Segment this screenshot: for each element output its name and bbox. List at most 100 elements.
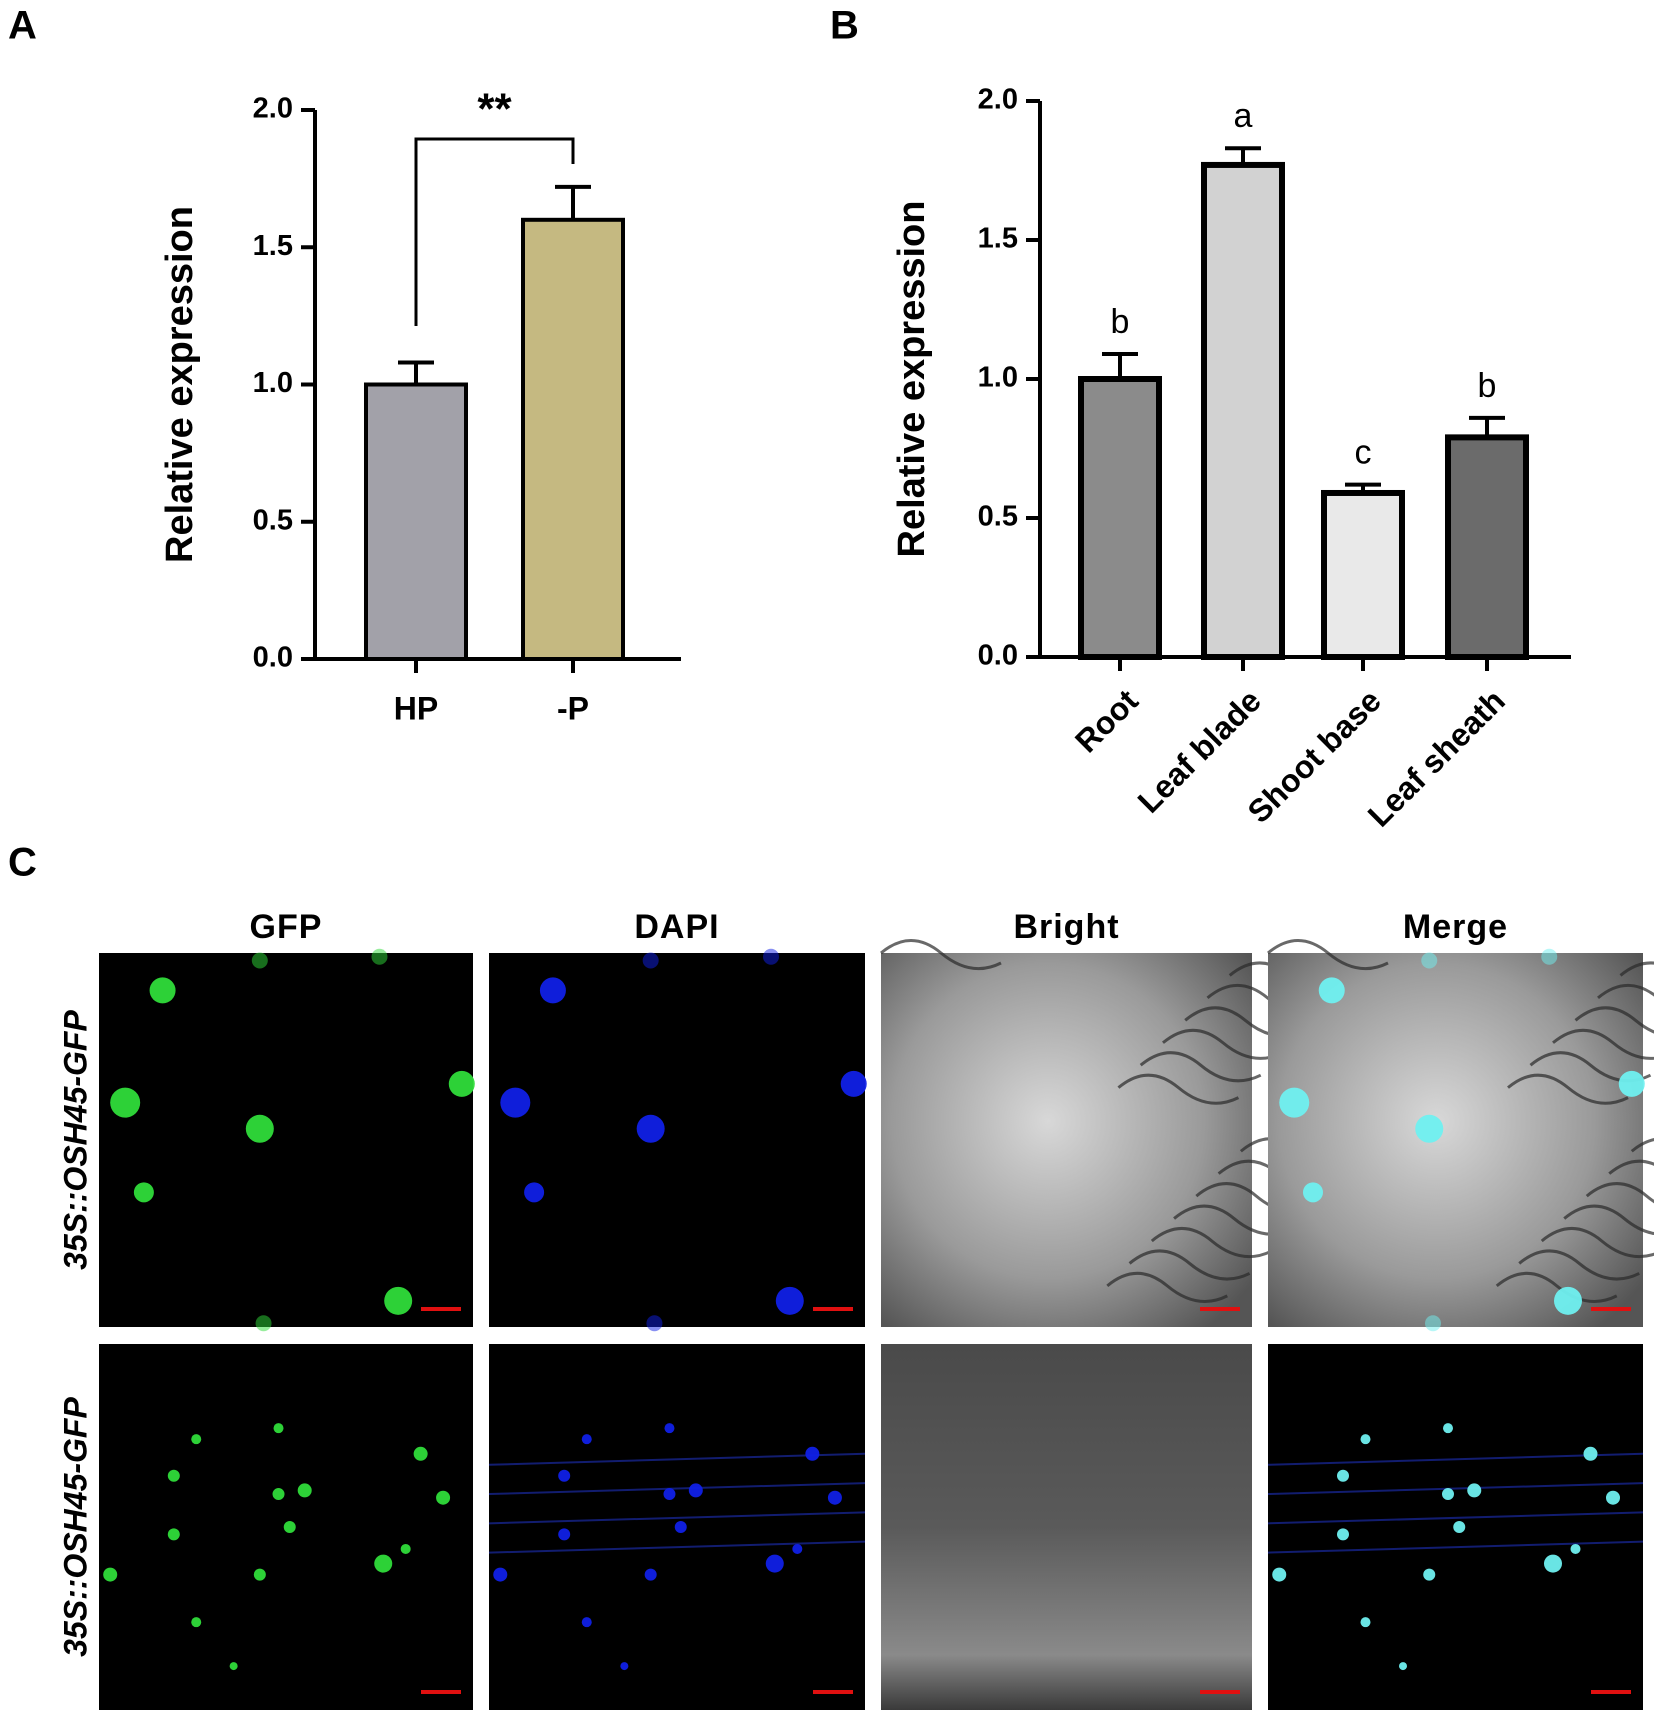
cell-wall [1139, 1051, 1262, 1083]
y-axis-label: Relative expression [891, 201, 933, 558]
nucleus [297, 1483, 312, 1498]
nucleus [245, 1114, 274, 1143]
nucleus [149, 977, 176, 1004]
root-line [488, 1540, 866, 1554]
nucleus [1423, 1568, 1436, 1581]
nucleus [558, 1469, 571, 1482]
nucleus [644, 1568, 657, 1581]
cell-wall [1106, 1272, 1228, 1303]
panel-label: C [8, 841, 37, 885]
nucleus [1415, 1114, 1444, 1143]
bar [1201, 161, 1285, 660]
nucleus [840, 1070, 867, 1097]
nucleus [663, 1488, 676, 1501]
nucleus [371, 948, 388, 965]
cell-wall [1518, 1249, 1640, 1281]
cell-wall [1574, 1006, 1654, 1034]
x-tick-label: -P [557, 690, 589, 726]
nucleus [1443, 1423, 1453, 1434]
nucleus [620, 1662, 629, 1671]
nucleus [792, 1543, 803, 1554]
y-tick-label: 0.5 [253, 504, 293, 536]
significance-letter: b [1111, 303, 1130, 341]
micrograph [881, 953, 1252, 1327]
x-tick-label: HP [394, 690, 438, 726]
panel-label: A [8, 4, 37, 48]
cell-wall [1507, 1073, 1629, 1105]
root-line [1267, 1540, 1644, 1554]
micrograph [99, 953, 473, 1327]
root-line [1267, 1482, 1644, 1496]
cell-wall [1552, 1028, 1654, 1060]
nucleus [167, 1469, 180, 1482]
cell-wall [1495, 1272, 1618, 1303]
root-line [488, 1452, 866, 1466]
root-line [488, 1511, 866, 1525]
nucleus [775, 1286, 804, 1315]
nucleus [500, 1087, 531, 1118]
nucleus [805, 1446, 820, 1461]
nucleus [133, 1182, 154, 1203]
nucleus [827, 1490, 842, 1505]
nucleus [1279, 1087, 1310, 1118]
nucleus [1303, 1182, 1323, 1203]
significance-letter: b [1478, 367, 1497, 405]
nucleus [674, 1521, 687, 1533]
nucleus [413, 1446, 428, 1461]
nucleus [646, 1315, 663, 1332]
nucleus [642, 952, 659, 969]
nucleus [1318, 977, 1345, 1004]
y-tick-label: 2.0 [978, 84, 1018, 116]
y-tick-label: 1.5 [978, 223, 1018, 255]
cell-wall [1117, 1073, 1240, 1105]
nucleus [763, 948, 779, 965]
nucleus [581, 1434, 592, 1445]
nucleus [1442, 1488, 1454, 1501]
nucleus [636, 1114, 665, 1143]
nucleus [1467, 1483, 1482, 1498]
cell-wall [1267, 939, 1389, 971]
cell-wall [1128, 1249, 1251, 1281]
panel-label: B [830, 4, 859, 48]
cell-wall [1150, 1227, 1273, 1259]
nucleus [765, 1554, 784, 1573]
nucleus [167, 1528, 180, 1541]
cell-wall [1540, 1227, 1654, 1259]
cell-wall [1597, 984, 1654, 1000]
nucleus [253, 1568, 266, 1581]
nucleus [283, 1521, 296, 1533]
nucleus [273, 1423, 284, 1434]
significance-bracket [414, 137, 575, 326]
y-tick-label: 2.0 [253, 93, 293, 125]
nucleus [1453, 1521, 1466, 1533]
nucleus [191, 1617, 202, 1628]
nucleus [400, 1543, 411, 1554]
y-tick-label: 1.0 [253, 367, 293, 399]
nucleus [110, 1087, 141, 1118]
row-label: 35S::OSH45-GFP [57, 1397, 93, 1657]
column-header: GFP [250, 908, 323, 946]
root-line [1267, 1511, 1644, 1525]
nucleus [448, 1070, 475, 1097]
cell-wall [1630, 1138, 1654, 1153]
column-header: Bright [1013, 908, 1119, 946]
bar [1445, 434, 1529, 660]
cell-wall [1608, 1159, 1654, 1175]
nucleus [1541, 948, 1558, 965]
y-tick-label: 1.0 [978, 362, 1018, 394]
nucleus [581, 1617, 592, 1628]
y-tick-label: 0.0 [253, 642, 293, 674]
nucleus [1544, 1554, 1562, 1573]
nucleus [1360, 1434, 1371, 1445]
nucleus [384, 1286, 413, 1315]
bar [364, 382, 468, 661]
y-tick-label: 0.0 [978, 640, 1018, 672]
y-tick-label: 1.5 [253, 230, 293, 262]
cell-wall [1585, 1182, 1654, 1204]
micrograph [489, 953, 865, 1327]
root-line [488, 1482, 866, 1496]
nucleus [1337, 1469, 1349, 1482]
nucleus [493, 1567, 508, 1582]
nucleus [1606, 1490, 1620, 1505]
